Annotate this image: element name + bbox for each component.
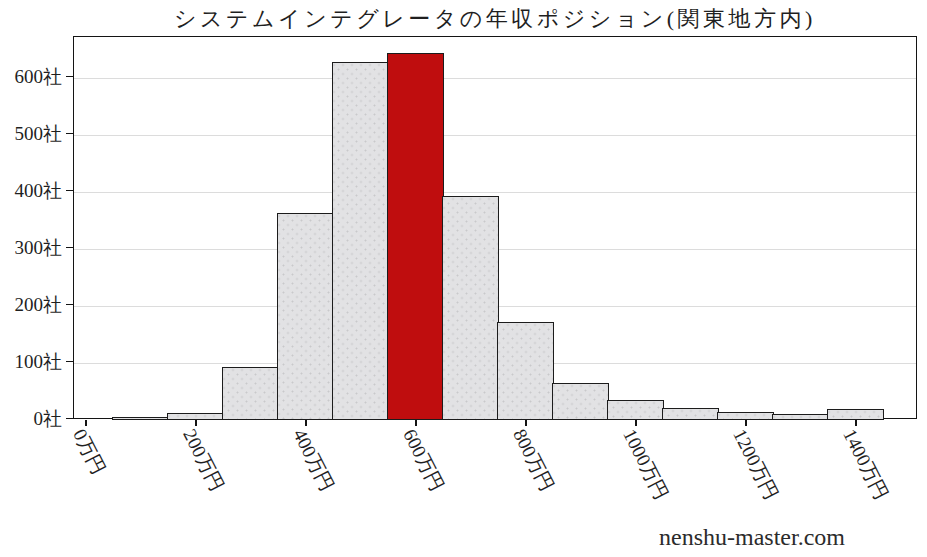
bar-600manen (387, 53, 444, 419)
bar-1000manen (607, 400, 664, 420)
x-tick-label-1200: 1200万円 (729, 426, 781, 503)
x-tick-mark-400 (305, 420, 306, 426)
bar-1300manen (772, 414, 829, 419)
x-tick-label-1400: 1400万円 (839, 426, 891, 503)
y-tick-label-300: 300社 (0, 238, 62, 257)
gridline-600 (74, 78, 916, 79)
y-tick-mark-200 (66, 304, 73, 305)
x-tick-mark-0 (85, 420, 86, 426)
x-tick-mark-800 (525, 420, 526, 426)
x-tick-label-0: 0万円 (69, 426, 108, 477)
chart-title: システムインテグレータの年収ポジション(関東地方内) (73, 6, 917, 31)
x-tick-mark-1000 (635, 420, 636, 426)
y-tick-mark-400 (66, 190, 73, 191)
y-tick-mark-0 (66, 418, 73, 419)
plot-area (73, 36, 917, 419)
x-tick-label-200: 200万円 (179, 426, 227, 494)
y-tick-mark-300 (66, 247, 73, 248)
gridline-400 (74, 192, 916, 193)
x-tick-mark-600 (415, 420, 416, 426)
y-tick-label-600: 600社 (0, 67, 62, 86)
bar-1200manen (717, 412, 774, 419)
gridline-500 (74, 135, 916, 136)
bar-1100manen (662, 408, 719, 419)
y-tick-label-500: 500社 (0, 124, 62, 143)
bar-400manen (277, 213, 334, 420)
y-tick-label-200: 200社 (0, 295, 62, 314)
y-tick-label-0: 0社 (0, 409, 62, 428)
x-tick-mark-1400 (855, 420, 856, 426)
bar-700manen (442, 196, 499, 420)
y-tick-mark-600 (66, 76, 73, 77)
y-tick-label-100: 100社 (0, 352, 62, 371)
bar-1400manen (827, 409, 884, 420)
x-tick-label-600: 600万円 (399, 426, 447, 494)
x-tick-label-400: 400万円 (289, 426, 337, 494)
y-tick-mark-100 (66, 361, 73, 362)
bar-300manen (222, 367, 279, 420)
y-tick-label-400: 400社 (0, 181, 62, 200)
bar-900manen (552, 383, 609, 420)
x-tick-mark-1200 (745, 420, 746, 426)
histogram-chart: システムインテグレータの年収ポジション(関東地方内) 0社 100社 200社 300… (0, 0, 927, 557)
x-tick-label-1000: 1000万円 (619, 426, 671, 503)
bar-500manen (332, 62, 389, 420)
bar-800manen (497, 322, 554, 419)
x-tick-mark-200 (195, 420, 196, 426)
y-tick-mark-500 (66, 133, 73, 134)
watermark-text: nenshu-master.com (659, 524, 845, 550)
x-tick-label-800: 800万円 (509, 426, 557, 494)
bar-100manen (112, 417, 169, 420)
